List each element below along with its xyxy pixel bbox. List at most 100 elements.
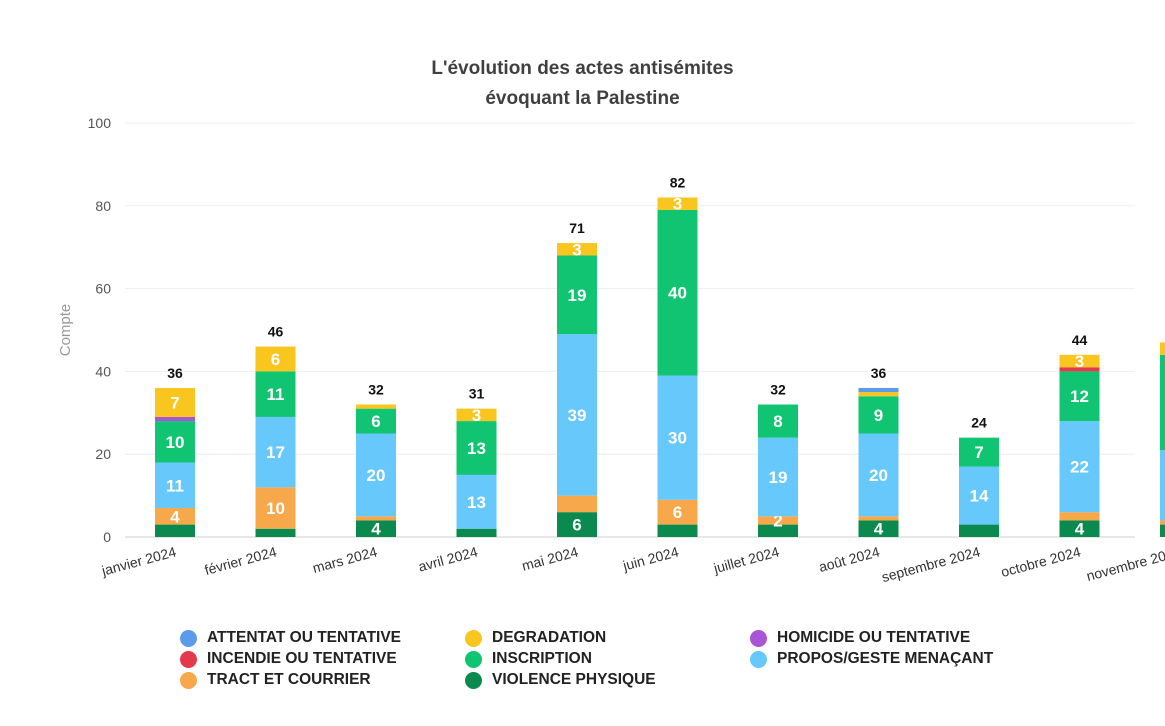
legend-swatch	[180, 671, 197, 689]
data-label: 6	[673, 503, 682, 522]
legend-item: HOMICIDE OU TENTATIVE	[750, 629, 970, 647]
bar-segment	[1059, 421, 1100, 513]
data-label: 3	[673, 195, 682, 214]
legend-swatch	[465, 650, 482, 668]
total-label: 36	[167, 365, 183, 381]
y-axis-label: Compte	[57, 304, 74, 357]
chart-title-line-1: L'évolution des actes antisémites	[431, 58, 734, 79]
total-label: 36	[871, 365, 887, 381]
bar-segment	[657, 375, 698, 500]
bar-segment	[1160, 520, 1165, 525]
bar-segment	[557, 495, 597, 513]
legend-swatch	[750, 650, 767, 668]
data-label: 22	[1070, 458, 1089, 477]
x-tick-label: janvier 2024	[99, 543, 178, 579]
legend-item: ATTENTAT OU TENTATIVE	[180, 629, 401, 647]
bar-segment	[356, 408, 396, 434]
bar-segment	[255, 346, 296, 372]
bar-segment	[1059, 520, 1100, 537]
bar-segment	[155, 421, 195, 463]
bar-segment	[255, 371, 296, 417]
bar-segment	[356, 404, 396, 409]
bar-segment	[758, 524, 798, 537]
legend-swatch	[465, 629, 482, 647]
data-label: 13	[467, 493, 486, 512]
chart-title: L'évolution des actes antisémites évoqua…	[0, 54, 1165, 114]
bar-segment	[356, 520, 396, 537]
x-tick-label: juin 2024	[620, 543, 680, 573]
x-tick-label: août 2024	[817, 543, 882, 575]
legend-item: DEGRADATION	[465, 629, 606, 647]
data-label: 3	[472, 406, 481, 425]
bar-segment	[155, 416, 195, 422]
data-label: 3	[1075, 352, 1084, 371]
data-label: 13	[467, 439, 486, 458]
data-label: 6	[271, 350, 280, 369]
data-label: 40	[668, 284, 687, 303]
x-tick-label: avril 2024	[417, 543, 480, 574]
bar-segment	[255, 528, 296, 537]
bar-segment	[758, 516, 798, 525]
data-label: 4	[170, 507, 180, 526]
chart-title-line-2: évoquant la Palestine	[485, 88, 680, 109]
data-label: 9	[874, 406, 883, 425]
bar-segment	[959, 437, 999, 467]
x-tick-label: novembre 2024	[1085, 543, 1165, 584]
legend-item: PROPOS/GESTE MENAÇANT	[750, 650, 993, 668]
data-label: 4	[371, 520, 381, 539]
bar-segment	[356, 516, 396, 521]
bar-segment	[657, 197, 698, 210]
bar-segment	[456, 408, 497, 422]
legend-swatch	[465, 671, 482, 689]
bar-segment	[155, 462, 195, 509]
data-label: 14	[970, 487, 989, 506]
bar-segment	[657, 524, 698, 537]
legend-item: INCENDIE OU TENTATIVE	[180, 650, 397, 668]
bar-segment	[557, 243, 597, 256]
data-label: 7	[974, 443, 983, 462]
legend-swatch	[750, 629, 767, 647]
legend-label: DEGRADATION	[492, 629, 607, 646]
data-label: 2	[773, 511, 782, 530]
total-label: 24	[971, 415, 987, 431]
data-label: 20	[367, 466, 386, 485]
chart-legend: ATTENTAT OU TENTATIVE DEGRADATION HOMICIDE…	[180, 629, 1080, 699]
bar-segment	[1160, 354, 1165, 451]
bar-segment	[1059, 371, 1100, 422]
data-label: 19	[769, 468, 788, 487]
bar-segment	[356, 433, 396, 517]
bar-segment	[1059, 354, 1100, 368]
legend-label: ATTENTAT OU TENTATIVE	[207, 629, 402, 646]
bar-segment	[657, 209, 698, 376]
legend-label: INCENDIE OU TENTATIVE	[207, 650, 397, 667]
data-label: 20	[869, 466, 888, 485]
bar-segment	[1059, 512, 1100, 521]
y-tick-label: 20	[95, 446, 111, 462]
legend-label: INSCRIPTION	[492, 650, 592, 667]
data-label: 39	[568, 406, 587, 425]
legend-item: VIOLENCE PHYSIQUE	[465, 671, 656, 689]
data-label: 11	[166, 476, 184, 495]
data-label: 6	[371, 412, 380, 431]
bar-segment	[255, 487, 296, 529]
data-label: 4	[1075, 520, 1085, 539]
x-tick-label: juillet 2024	[711, 543, 781, 576]
total-label: 82	[670, 175, 686, 191]
legend-swatch	[180, 629, 197, 647]
y-tick-label: 80	[95, 198, 111, 214]
bar-segment	[155, 524, 195, 537]
data-label: 6	[572, 516, 581, 535]
total-label: 71	[569, 220, 585, 236]
data-label: 3	[572, 240, 581, 259]
x-tick-label: octobre 2024	[999, 543, 1082, 580]
data-label: 12	[1070, 387, 1089, 406]
total-label: 46	[268, 324, 284, 340]
bar-segment	[155, 387, 195, 417]
x-tick-label: mai 2024	[520, 543, 580, 573]
legend-label: VIOLENCE PHYSIQUE	[492, 671, 656, 688]
bar-segment	[456, 421, 497, 475]
bar-segment	[1160, 450, 1165, 521]
x-tick-label: février 2024	[203, 543, 279, 578]
legend-label: PROPOS/GESTE MENAÇANT	[777, 650, 994, 667]
